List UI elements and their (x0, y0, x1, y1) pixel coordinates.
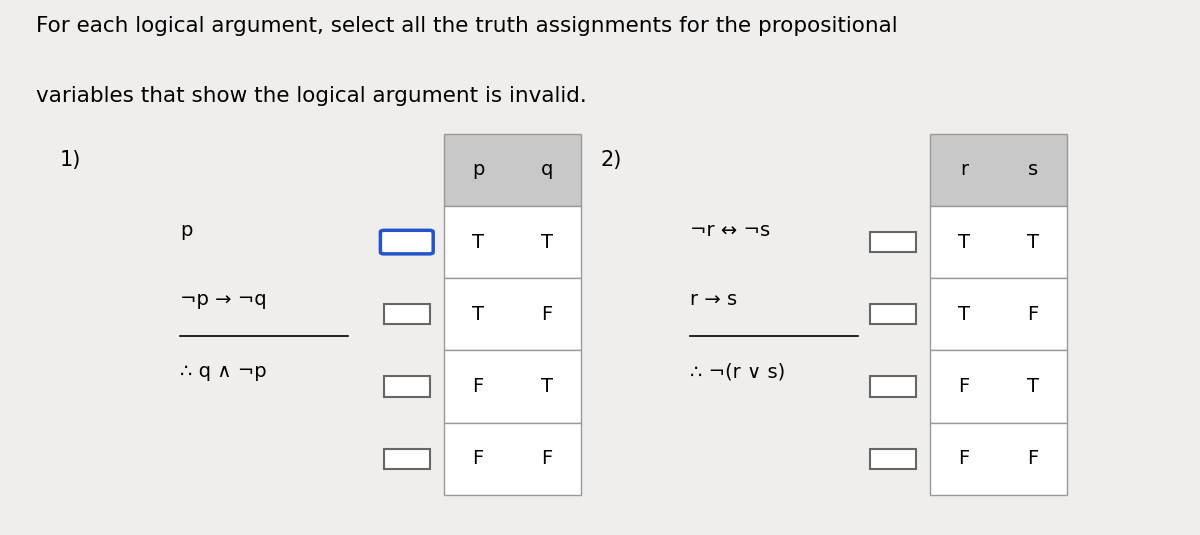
Text: T: T (959, 305, 971, 324)
FancyBboxPatch shape (870, 448, 916, 469)
Text: F: F (959, 377, 970, 396)
FancyBboxPatch shape (384, 377, 430, 397)
Text: F: F (473, 449, 484, 468)
Text: T: T (541, 377, 553, 396)
Text: 1): 1) (60, 150, 82, 170)
Text: F: F (1027, 449, 1038, 468)
Text: T: T (473, 305, 485, 324)
FancyBboxPatch shape (444, 206, 581, 278)
Text: p: p (472, 160, 485, 179)
Text: For each logical argument, select all the truth assignments for the propositiona: For each logical argument, select all th… (36, 16, 898, 36)
Text: T: T (473, 233, 485, 251)
Text: p: p (180, 220, 192, 240)
FancyBboxPatch shape (930, 423, 1067, 495)
FancyBboxPatch shape (870, 377, 916, 397)
FancyBboxPatch shape (930, 206, 1067, 278)
FancyBboxPatch shape (444, 423, 581, 495)
Text: 2): 2) (600, 150, 622, 170)
FancyBboxPatch shape (444, 278, 581, 350)
Text: T: T (541, 233, 553, 251)
Text: F: F (541, 305, 552, 324)
Text: T: T (1027, 377, 1039, 396)
Text: T: T (959, 233, 971, 251)
Text: F: F (541, 449, 552, 468)
Text: ∴ ¬(r ∨ s): ∴ ¬(r ∨ s) (690, 362, 785, 381)
FancyBboxPatch shape (870, 232, 916, 252)
Text: r → s: r → s (690, 290, 737, 309)
Text: r: r (960, 160, 968, 179)
Text: ∴ q ∧ ¬p: ∴ q ∧ ¬p (180, 362, 266, 381)
Text: ¬r ↔ ¬s: ¬r ↔ ¬s (690, 220, 770, 240)
Text: q: q (540, 160, 553, 179)
FancyBboxPatch shape (384, 304, 430, 324)
FancyBboxPatch shape (384, 448, 430, 469)
Text: variables that show the logical argument is invalid.: variables that show the logical argument… (36, 86, 587, 105)
FancyBboxPatch shape (444, 134, 581, 206)
Text: F: F (1027, 305, 1038, 324)
FancyBboxPatch shape (444, 350, 581, 423)
Text: F: F (473, 377, 484, 396)
FancyBboxPatch shape (380, 230, 433, 254)
Text: F: F (959, 449, 970, 468)
Text: s: s (1027, 160, 1038, 179)
Text: T: T (1027, 233, 1039, 251)
FancyBboxPatch shape (930, 134, 1067, 206)
Text: ¬p → ¬q: ¬p → ¬q (180, 290, 266, 309)
FancyBboxPatch shape (870, 304, 916, 324)
FancyBboxPatch shape (930, 350, 1067, 423)
FancyBboxPatch shape (930, 278, 1067, 350)
